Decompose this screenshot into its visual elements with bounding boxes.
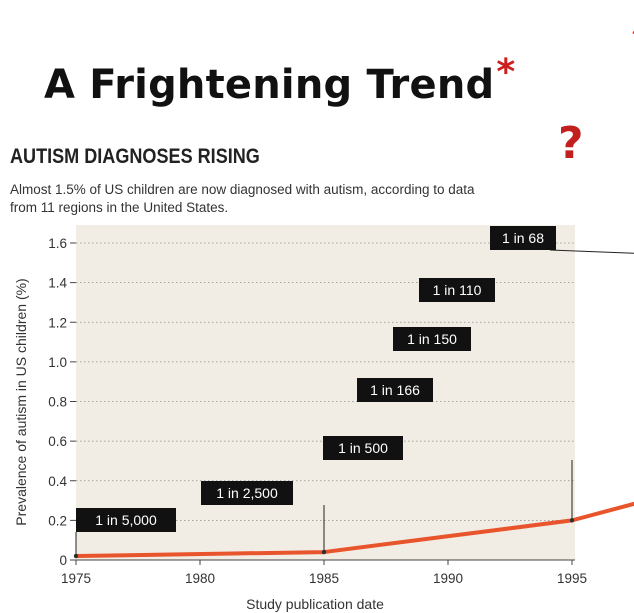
title-asterisk: * (496, 52, 516, 93)
y-tick-label: 0.2 (48, 513, 67, 528)
slide-title: A Frightening Trend* (44, 52, 515, 108)
annotation-box (201, 481, 293, 505)
annotation-box (393, 327, 471, 351)
x-tick-label: 1980 (185, 571, 215, 586)
chart-title: AUTISM DIAGNOSES RISING (10, 145, 260, 168)
y-tick-label: 0.6 (48, 434, 67, 449)
annotation-box (419, 278, 495, 302)
annotation-label: 1 in 68 (502, 230, 544, 246)
y-tick-label: 0.4 (48, 474, 67, 489)
annotation-label: 1 in 500 (338, 440, 388, 456)
question-mark: ? (558, 118, 584, 169)
annotation-label: 1 in 150 (407, 331, 457, 347)
x-axis-label: Study publication date (246, 596, 384, 612)
slide-title-text: A Frightening Trend (44, 62, 495, 108)
annotation-box (357, 378, 433, 402)
y-tick-label: 1.6 (48, 236, 67, 251)
y-tick-label: 0 (59, 553, 67, 568)
y-tick-label: 1.2 (48, 315, 67, 330)
annotation-box (490, 226, 556, 250)
y-tick-label: 1.0 (48, 355, 67, 370)
x-tick-label: 1995 (557, 571, 587, 586)
x-tick-label: 1975 (61, 571, 91, 586)
x-tick-label: 1985 (309, 571, 339, 586)
annotation-label: 1 in 166 (370, 382, 420, 398)
annotation-label: 1 in 5,000 (95, 512, 157, 528)
y-tick-label: 0.8 (48, 395, 67, 410)
annotation-label: 1 in 2,500 (216, 485, 278, 501)
y-tick-label: 1.4 (48, 276, 67, 291)
chart-subtitle: Almost 1.5% of US children are now diagn… (10, 182, 475, 215)
y-axis-label: Prevalence of autism in US children (%) (13, 278, 29, 525)
series-line (74, 501, 634, 559)
annotation-box (323, 436, 403, 460)
annotation-box (76, 508, 176, 532)
x-tick-label: 1990 (433, 571, 463, 586)
annotation-label: 1 in 110 (433, 282, 482, 298)
annotation-connector (549, 249, 634, 254)
